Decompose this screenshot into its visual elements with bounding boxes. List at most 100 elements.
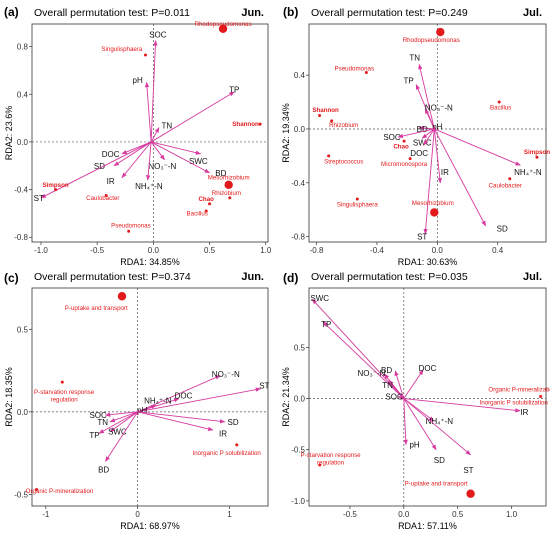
env-vector-arrow <box>403 398 521 413</box>
env-vector-arrow <box>433 128 442 184</box>
env-vector-arrow <box>397 128 435 139</box>
env-vector-arrow <box>144 81 152 142</box>
taxon-point-label: P-uptake and transport <box>65 305 128 312</box>
env-vector-label: SD <box>94 162 105 171</box>
panel-label: (c) <box>4 271 19 285</box>
rda-panel-4: (d) Overall permutation test: P=0.035 Jul.… <box>281 271 550 531</box>
env-vector-arrow <box>418 125 435 131</box>
env-vector-label: BD <box>381 366 392 375</box>
taxon-point <box>408 157 412 161</box>
env-vector-label: IR <box>520 408 528 417</box>
env-vector-arrow <box>104 411 138 417</box>
env-vector-label: NO₃⁻-N <box>425 103 453 112</box>
env-vector-label: SD <box>497 225 508 234</box>
env-vector-arrow <box>109 411 138 423</box>
x-tick-label: 1.0 <box>260 246 272 255</box>
taxon-point-label: Rhodopseudomonas <box>194 21 251 28</box>
env-vector-label: IR <box>219 429 227 438</box>
env-vector-label: SOC <box>89 411 107 420</box>
y-tick-label: -0.8 <box>291 233 305 242</box>
taxon-point <box>318 463 322 467</box>
x-tick-label: 0.5 <box>204 246 216 255</box>
env-vector-label: ST <box>417 233 427 242</box>
taxon-point-label: Bacillus <box>187 210 208 217</box>
taxon-point <box>508 177 512 181</box>
taxon-point-label: Simpson <box>43 182 69 189</box>
y-tick-label: 0.0 <box>17 408 29 417</box>
x-tick-label: -1.0 <box>34 246 48 255</box>
env-vector-label: pH <box>409 441 419 450</box>
x-tick-label: 0.0 <box>398 510 410 519</box>
taxon-point-label: Rhizobium <box>212 190 241 197</box>
env-vector-arrow <box>424 108 435 130</box>
x-tick-label: 0.5 <box>452 510 464 519</box>
env-vector-label: NH₄⁺-N <box>135 182 163 191</box>
env-vector-label: pH <box>432 122 442 131</box>
y-tick-label: -0.4 <box>291 179 305 188</box>
taxon-point-label: P-uptake and transport <box>405 480 468 487</box>
env-vector-label: TN <box>162 121 173 130</box>
env-vector-arrow <box>403 398 472 456</box>
y-axis-label: RDA2: 21.34% <box>281 367 291 427</box>
x-tick-label: -0.8 <box>310 246 324 255</box>
env-vector-arrow <box>434 128 521 166</box>
taxon-point-label: Mesorhizobium <box>412 200 454 207</box>
env-vector-arrow <box>150 91 235 143</box>
taxon-point-label: Chao <box>198 196 214 203</box>
env-vector-arrow <box>433 128 487 227</box>
taxon-point <box>208 202 212 206</box>
x-tick-label: 1.0 <box>506 510 518 519</box>
taxon-point-label: Pseudomonas <box>111 222 151 229</box>
env-vector-arrow <box>121 141 152 179</box>
env-vector-arrow <box>418 63 435 130</box>
taxon-point <box>330 119 334 123</box>
env-vector-arrow <box>146 141 152 181</box>
env-vector-label: SOC <box>385 392 403 401</box>
taxon-point <box>466 489 475 498</box>
env-vector-arrow <box>150 40 158 142</box>
x-tick-label: 0.0 <box>432 246 444 255</box>
taxon-point <box>54 188 58 192</box>
panel-label: (b) <box>283 5 298 19</box>
plot-frame <box>31 287 269 507</box>
taxon-point-label: Organic P-mineralization <box>488 386 550 393</box>
env-vector-label: SD <box>228 418 239 427</box>
y-axis-label: RDA2: 18.35% <box>4 367 14 427</box>
env-vector-label: IR <box>107 177 115 186</box>
taxon-point <box>228 196 232 200</box>
panel-label: (a) <box>4 5 19 19</box>
month-label: Jun. <box>241 7 264 19</box>
rda-panel-2: (b) Overall permutation test: P=0.249 Jul.… <box>281 5 550 267</box>
taxon-point-label: Shannon <box>232 121 259 128</box>
permutation-test-text: Overall permutation test: P=0.011 <box>34 7 190 19</box>
taxon-point-label: Pseudomonas <box>335 65 375 72</box>
rda-panel-1: (a) Overall permutation test: P=0.011 Jun.… <box>4 5 272 267</box>
taxon-point <box>364 70 368 74</box>
env-vector-label: NO₃⁻-N <box>148 162 176 171</box>
taxon-point-label: Caulobacter <box>489 182 522 189</box>
env-vector-arrow <box>109 411 138 433</box>
taxon-point <box>318 114 322 118</box>
env-vector-arrow <box>113 141 152 167</box>
env-vector-label: NH₄⁺-N <box>426 417 454 426</box>
panel-label: (d) <box>283 271 298 285</box>
taxon-point-label: Micromonospora <box>381 161 428 168</box>
env-vector-label: TN <box>409 54 420 63</box>
y-tick-label: 0.5 <box>294 343 306 352</box>
taxon-point <box>218 24 228 33</box>
taxon-point <box>535 155 539 159</box>
env-vector-label: DOC <box>410 149 428 158</box>
env-vector-label: SOC <box>149 31 167 40</box>
env-vector-label: TN <box>382 381 393 390</box>
env-vector-label: BD <box>98 466 109 475</box>
taxon-point <box>224 180 233 190</box>
env-vector-label: SOC <box>383 133 401 142</box>
taxon-point-label: Simpson <box>524 149 550 156</box>
env-vector-label: pH <box>137 406 147 415</box>
env-vector-arrow <box>423 128 435 146</box>
taxon-point <box>35 487 39 491</box>
taxon-point-label-line: P-starvation response <box>300 452 361 459</box>
taxon-point-label-line: P-starvation response <box>34 389 95 396</box>
